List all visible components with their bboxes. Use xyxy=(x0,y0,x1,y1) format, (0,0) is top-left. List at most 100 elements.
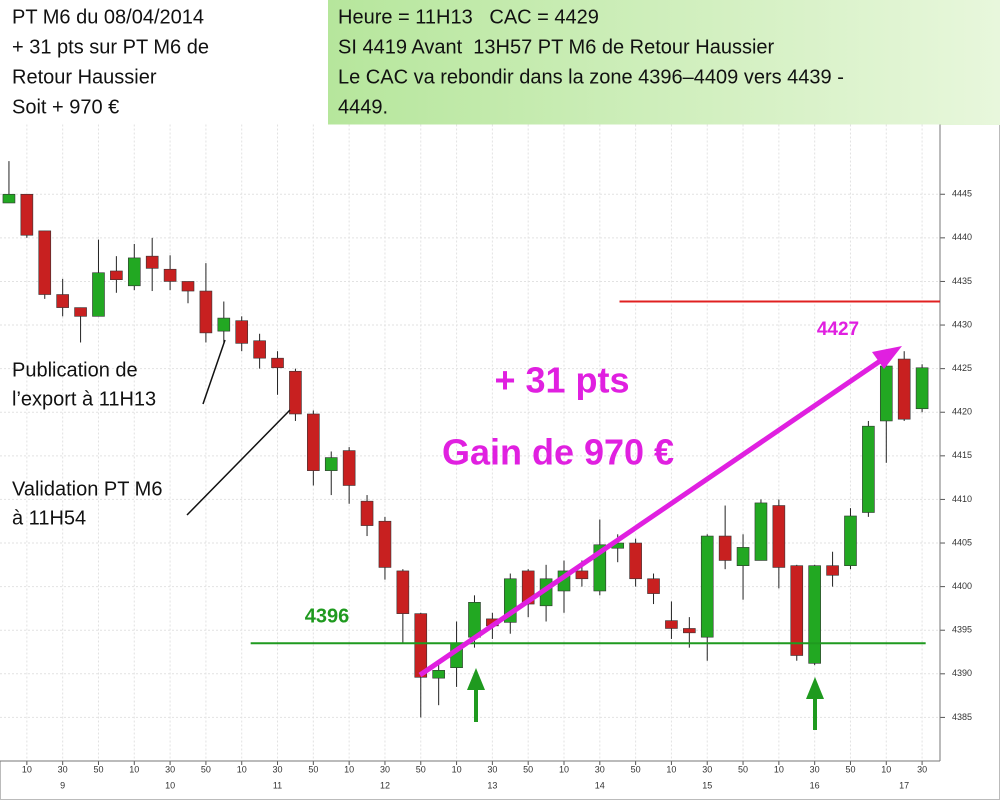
header-line: SI 4419 Avant 13H57 PT M6 de Retour Haus… xyxy=(338,36,775,58)
candle-body xyxy=(790,565,804,656)
x-tick-label: 30 xyxy=(810,764,820,774)
y-tick-label: 4400 xyxy=(952,581,972,591)
x-tick-label: 30 xyxy=(380,764,390,774)
peak-label: 4427 xyxy=(817,319,859,340)
candle-body xyxy=(253,340,266,359)
candle-body xyxy=(307,413,320,471)
x-tick-label: 30 xyxy=(165,764,175,774)
candle-body xyxy=(396,570,410,614)
candle-body xyxy=(127,257,141,287)
signal-arrow-head xyxy=(806,677,824,699)
candle-body xyxy=(915,367,929,410)
hour-label: 9 xyxy=(60,780,65,790)
hour-label: 10 xyxy=(165,780,175,790)
candle-body xyxy=(235,320,249,344)
y-tick-label: 4415 xyxy=(952,450,972,460)
x-tick-label: 30 xyxy=(917,764,927,774)
gain-points: + 31 pts xyxy=(494,360,629,401)
candle-body xyxy=(862,425,875,513)
candle-body xyxy=(808,565,821,664)
x-tick-label: 10 xyxy=(666,764,676,774)
header-line: + 31 pts sur PT M6 de xyxy=(12,36,209,58)
x-tick-label: 10 xyxy=(22,764,32,774)
hour-label: 11 xyxy=(273,780,282,790)
y-tick-label: 4425 xyxy=(952,363,972,373)
x-tick-label: 30 xyxy=(702,764,712,774)
gain-arrow-head xyxy=(872,346,902,369)
x-tick-label: 50 xyxy=(93,764,103,774)
candle-body xyxy=(217,317,231,332)
x-tick-label: 10 xyxy=(344,764,354,774)
header-line: 4449. xyxy=(338,96,388,118)
x-tick-label: 10 xyxy=(774,764,784,774)
candle-body xyxy=(360,500,374,526)
header-line: Retour Haussier xyxy=(12,66,157,88)
candle-body xyxy=(271,357,284,369)
candle-body xyxy=(647,578,660,594)
candle-body xyxy=(844,515,857,566)
candle-body xyxy=(38,230,52,295)
candle-body xyxy=(879,365,893,422)
level-label: 4396 xyxy=(305,605,350,627)
y-tick-label: 4395 xyxy=(952,625,972,635)
signal-arrow-head xyxy=(467,668,485,690)
candle-body xyxy=(718,535,732,561)
header-line: PT M6 du 08/04/2014 xyxy=(12,6,204,28)
candle-body xyxy=(700,535,714,638)
hour-label: 12 xyxy=(380,780,390,790)
candle-body xyxy=(163,268,177,282)
candle-body xyxy=(56,294,69,308)
x-tick-label: 10 xyxy=(129,764,139,774)
plot-area: 4385 4390 4395 4400 4405 4410 4415 4420 4425 4430… xyxy=(0,124,972,790)
leader-line xyxy=(186,409,291,516)
candle-body xyxy=(826,565,839,576)
header-line: Soit + 970 € xyxy=(12,96,119,118)
x-tick-label: 50 xyxy=(631,764,641,774)
candle-body xyxy=(432,670,445,679)
candle-body xyxy=(772,505,786,568)
candle-body xyxy=(289,370,302,415)
hour-label: 16 xyxy=(810,780,820,790)
x-tick-label: 10 xyxy=(237,764,247,774)
y-tick-label: 4435 xyxy=(952,276,972,286)
x-tick-label: 10 xyxy=(559,764,569,774)
overlay: Publication de l’export à 11H13 Validati… xyxy=(12,319,902,730)
x-tick-label: 50 xyxy=(738,764,748,774)
candle-body xyxy=(736,547,750,566)
annotation: Validation PT M6 xyxy=(12,478,162,500)
x-tick-label: 10 xyxy=(881,764,891,774)
candle-body xyxy=(20,193,34,236)
candle-body xyxy=(145,255,159,269)
y-tick-label: 4385 xyxy=(952,712,972,722)
candle-body xyxy=(378,520,392,568)
x-tick-label: 50 xyxy=(523,764,533,774)
x-tick-label: 50 xyxy=(201,764,211,774)
gain-euros: Gain de 970 € xyxy=(442,432,674,473)
candle-body xyxy=(92,272,105,317)
candle-body xyxy=(897,358,911,420)
candle-body xyxy=(754,502,768,561)
header-line: Heure = 11H13 CAC = 4429 xyxy=(338,6,599,28)
candle-body xyxy=(199,290,213,334)
candle-body xyxy=(665,620,678,629)
gain-arrow xyxy=(418,354,888,678)
hour-label: 13 xyxy=(487,780,497,790)
candle-body xyxy=(683,628,696,634)
candle-body xyxy=(414,613,428,678)
y-tick-label: 4440 xyxy=(952,232,972,242)
x-tick-label: 50 xyxy=(416,764,426,774)
x-tick-label: 30 xyxy=(58,764,68,774)
x-tick-label: 10 xyxy=(452,764,462,774)
y-tick-label: 4445 xyxy=(952,189,972,199)
hour-label: 17 xyxy=(899,780,909,790)
annotation: à 11H54 xyxy=(12,507,86,529)
y-tick-label: 4430 xyxy=(952,319,972,329)
candle-body xyxy=(2,193,16,204)
candle-body xyxy=(110,270,123,281)
x-tick-label: 50 xyxy=(308,764,318,774)
candle-body xyxy=(575,570,589,580)
candle-body xyxy=(74,307,87,317)
candle-body xyxy=(324,457,338,471)
x-tick-label: 30 xyxy=(273,764,283,774)
